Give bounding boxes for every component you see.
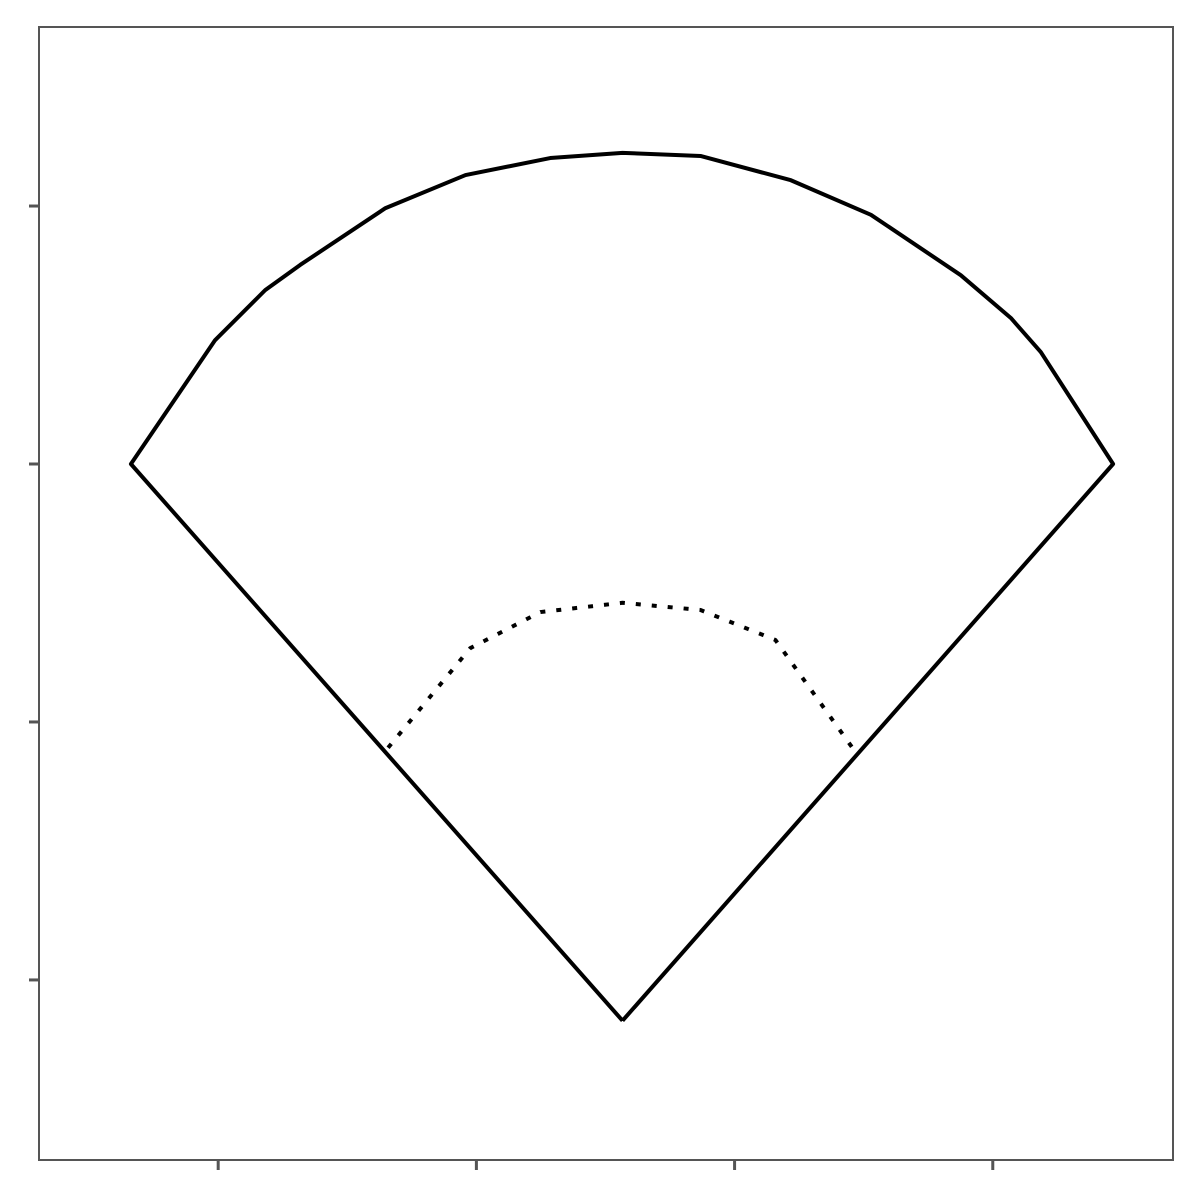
field-line bbox=[128, 150, 1116, 1023]
field-line bbox=[386, 600, 856, 751]
panel-border bbox=[38, 26, 1174, 1161]
